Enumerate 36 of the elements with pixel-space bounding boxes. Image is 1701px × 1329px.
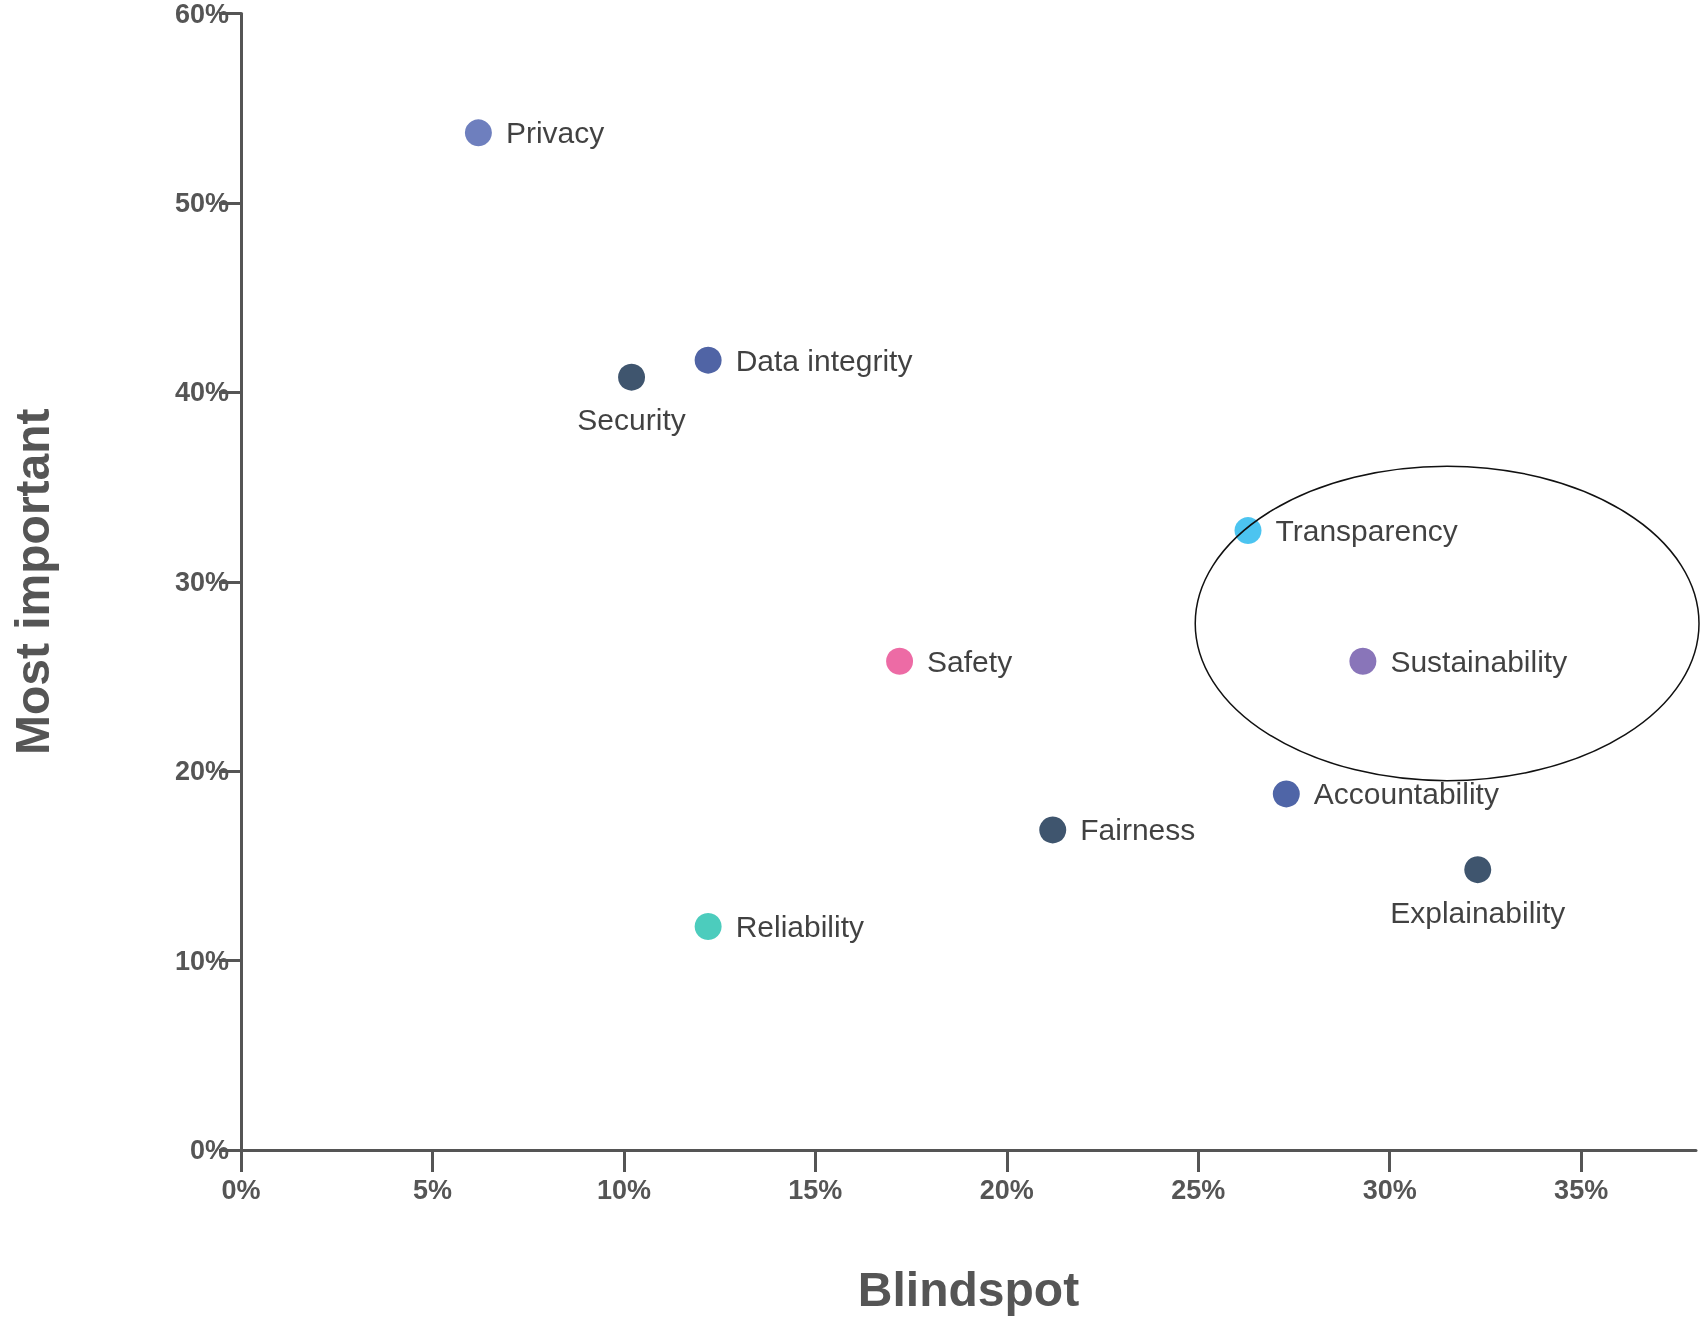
point [1234,517,1262,545]
series-label: Explainability [1390,895,1566,929]
y-tick-label: 50% [174,187,229,218]
series-label: Reliability [735,909,865,943]
series-label: Transparency [1275,514,1458,548]
y-tick-label: 20% [174,756,229,787]
series-label: Privacy [505,116,605,150]
y-tick-label: 10% [174,945,229,976]
y-tick-label: 30% [174,566,229,597]
series-label: Fairness [1080,813,1196,847]
point [1039,816,1067,844]
series-label: Data integrity [735,343,913,377]
x-tick-label: 35% [1554,1174,1609,1205]
x-tick-label: 5% [412,1174,452,1205]
point [694,912,722,940]
series-label: Security [577,403,686,437]
x-tick-label: 0% [221,1174,261,1205]
y-axis-title: Most important [5,408,59,756]
x-tick-label: 20% [979,1174,1034,1205]
series-label: Safety [927,644,1013,678]
point [694,346,722,374]
series-label: Accountability [1313,777,1499,811]
point [1349,647,1377,675]
x-tick-label: 25% [1171,1174,1226,1205]
x-tick-label: 15% [788,1174,843,1205]
point [464,119,492,147]
series-label: Sustainability [1390,644,1568,678]
point [1272,780,1300,808]
point [886,647,914,675]
y-tick-label: 60% [174,0,229,29]
x-tick-label: 30% [1362,1174,1417,1205]
x-axis-title: Blindspot [857,1262,1080,1316]
y-tick-label: 40% [174,377,229,408]
point [1464,856,1492,884]
x-tick-label: 10% [596,1174,651,1205]
point [618,363,646,391]
